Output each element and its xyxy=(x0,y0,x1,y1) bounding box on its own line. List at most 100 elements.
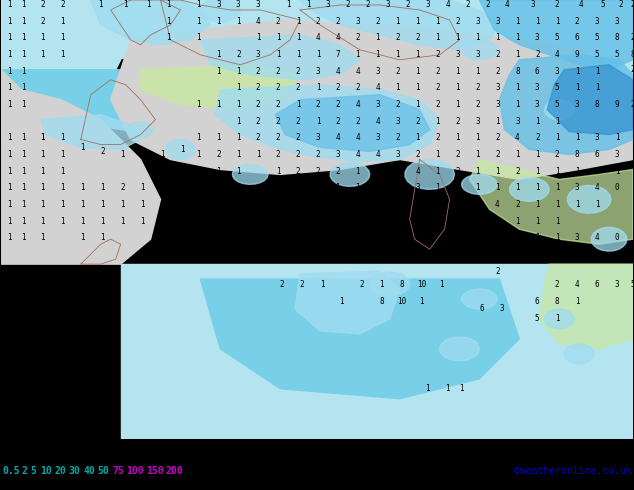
Text: 1: 1 xyxy=(615,167,619,176)
Text: 1: 1 xyxy=(436,150,440,159)
Polygon shape xyxy=(129,122,153,138)
Text: 2: 2 xyxy=(436,133,440,142)
Text: 2: 2 xyxy=(346,0,350,9)
Text: 3: 3 xyxy=(495,83,500,92)
Text: 1: 1 xyxy=(196,33,201,42)
Text: 100: 100 xyxy=(126,466,144,476)
Text: 1: 1 xyxy=(216,167,221,176)
Text: 1: 1 xyxy=(166,33,171,42)
Text: 4: 4 xyxy=(415,167,420,176)
Text: 1: 1 xyxy=(495,183,500,192)
Text: 2: 2 xyxy=(276,117,280,126)
Text: 2: 2 xyxy=(276,217,280,226)
Text: 3: 3 xyxy=(356,18,360,26)
Text: 40: 40 xyxy=(83,466,95,476)
Text: 1: 1 xyxy=(81,183,85,192)
Polygon shape xyxy=(1,70,160,264)
Text: Paris: Paris xyxy=(218,183,243,192)
Text: 2: 2 xyxy=(455,167,460,176)
Text: 2: 2 xyxy=(405,0,410,9)
Text: 1: 1 xyxy=(555,117,560,126)
Text: 1: 1 xyxy=(276,33,280,42)
Text: 4: 4 xyxy=(515,133,520,142)
Text: 3: 3 xyxy=(396,183,400,192)
Text: 3: 3 xyxy=(575,100,579,109)
Text: 1: 1 xyxy=(196,133,201,142)
Text: 2: 2 xyxy=(316,100,320,109)
Text: 2: 2 xyxy=(366,0,370,9)
Text: 1: 1 xyxy=(455,67,460,76)
Text: 1: 1 xyxy=(81,217,85,226)
Text: 6: 6 xyxy=(535,296,540,305)
Text: 1: 1 xyxy=(415,133,420,142)
Polygon shape xyxy=(405,160,455,189)
Polygon shape xyxy=(300,0,500,50)
Text: 2: 2 xyxy=(335,83,340,92)
Text: 1: 1 xyxy=(100,217,105,226)
Text: 1: 1 xyxy=(436,167,440,176)
Text: 2: 2 xyxy=(515,200,520,209)
Text: 1: 1 xyxy=(575,67,579,76)
Text: 2: 2 xyxy=(475,83,480,92)
Text: 1: 1 xyxy=(7,133,11,142)
Text: 3: 3 xyxy=(575,233,579,242)
Text: 2: 2 xyxy=(436,217,440,226)
Text: 2: 2 xyxy=(276,18,280,26)
Text: 2: 2 xyxy=(415,117,420,126)
Text: 2: 2 xyxy=(335,18,340,26)
Polygon shape xyxy=(295,271,399,334)
Text: 3: 3 xyxy=(575,183,579,192)
Text: 1: 1 xyxy=(335,217,340,226)
Text: 3: 3 xyxy=(615,18,619,26)
Text: 3: 3 xyxy=(375,67,380,76)
Text: 1: 1 xyxy=(375,50,380,59)
Text: 10: 10 xyxy=(40,466,52,476)
Text: 1: 1 xyxy=(7,233,11,242)
Text: 5: 5 xyxy=(631,280,634,289)
Text: 3: 3 xyxy=(495,100,500,109)
Text: 2: 2 xyxy=(300,280,304,289)
Text: 8: 8 xyxy=(595,100,599,109)
Text: 1: 1 xyxy=(415,100,420,109)
Text: 8: 8 xyxy=(380,296,384,305)
Text: 1: 1 xyxy=(160,150,165,159)
Text: 1: 1 xyxy=(236,18,240,26)
Text: 2: 2 xyxy=(60,0,65,9)
Text: 1: 1 xyxy=(60,33,65,42)
Polygon shape xyxy=(200,35,360,80)
Text: 3: 3 xyxy=(316,67,320,76)
Text: 1: 1 xyxy=(21,167,25,176)
Text: 1: 1 xyxy=(216,133,221,142)
Text: 1: 1 xyxy=(7,0,11,9)
Polygon shape xyxy=(216,85,439,162)
Text: 1: 1 xyxy=(535,233,540,242)
Polygon shape xyxy=(462,40,498,60)
Text: 1: 1 xyxy=(439,280,444,289)
Text: 1: 1 xyxy=(445,384,450,393)
Text: 1: 1 xyxy=(396,83,400,92)
Text: 1: 1 xyxy=(335,200,340,209)
Text: 2: 2 xyxy=(276,200,280,209)
Text: 2: 2 xyxy=(495,67,500,76)
Text: 1: 1 xyxy=(555,233,560,242)
Text: 3: 3 xyxy=(316,133,320,142)
Text: 2: 2 xyxy=(356,200,360,209)
Text: 1: 1 xyxy=(375,200,380,209)
Text: 4: 4 xyxy=(595,183,599,192)
Text: 2: 2 xyxy=(631,100,634,109)
Text: 4: 4 xyxy=(335,67,340,76)
Text: 2: 2 xyxy=(256,100,261,109)
Text: 0: 0 xyxy=(615,183,619,192)
Text: 4: 4 xyxy=(356,133,360,142)
Text: 4: 4 xyxy=(505,0,510,9)
Text: 1: 1 xyxy=(286,0,290,9)
Polygon shape xyxy=(500,55,633,154)
Text: 2: 2 xyxy=(631,65,634,74)
Text: 1: 1 xyxy=(356,233,360,242)
Text: 1: 1 xyxy=(100,233,105,242)
Text: 1: 1 xyxy=(140,200,145,209)
Text: 1: 1 xyxy=(146,0,151,9)
Text: 1: 1 xyxy=(21,18,25,26)
Text: 1: 1 xyxy=(455,200,460,209)
Text: 1: 1 xyxy=(276,233,280,242)
